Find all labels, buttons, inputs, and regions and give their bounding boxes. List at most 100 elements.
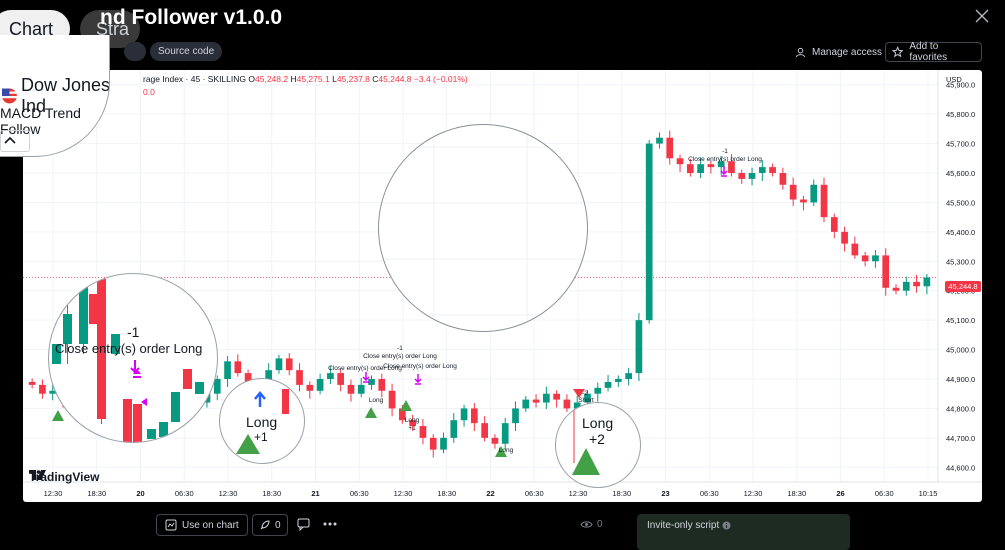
close-entry-label-mid: Close entry(s) order Long (363, 353, 437, 360)
x-tick-label: 18:30 (787, 489, 806, 498)
candle-body (604, 381, 612, 388)
info-icon[interactable] (722, 521, 731, 530)
overview-button[interactable] (124, 42, 146, 61)
magnifier-empty (378, 124, 588, 332)
comment-icon[interactable] (297, 518, 310, 531)
candle-body (337, 373, 345, 385)
candle-body (275, 358, 283, 371)
y-tick-label: 45,400.0 (946, 228, 975, 237)
x-tick-label: 22 (486, 489, 494, 498)
candle-body (758, 167, 766, 173)
invite-only-label: Invite-only script (647, 520, 720, 531)
use-on-chart-button[interactable]: Use on chart (156, 514, 248, 536)
candle-body (429, 437, 437, 450)
more-icon[interactable] (323, 521, 337, 527)
magnifier-close-entry: -1 Close entry(s) order Long (48, 273, 218, 443)
y-tick-label: 45,600.0 (946, 169, 975, 178)
candle-body (522, 399, 530, 409)
source-code-button[interactable]: Source code (150, 42, 223, 61)
low-value: 45,237.8 (336, 74, 370, 84)
candle-body (316, 379, 324, 391)
close-marker-mid2 (414, 374, 422, 385)
candle-body (460, 408, 468, 421)
invite-only-panel: Invite-only script (637, 514, 850, 550)
x-tick-label: 26 (836, 489, 844, 498)
tradingview-logo[interactable]: TradingView (29, 470, 99, 484)
magnifier-long-2: Long +2 (555, 402, 641, 488)
candle-body (306, 384, 314, 391)
candle-body (728, 161, 735, 173)
candle-body (543, 393, 550, 403)
add-to-favorites-label: Add to favorites (909, 41, 948, 63)
candle-body (39, 384, 46, 394)
candle-body (676, 158, 684, 165)
candle-body (810, 184, 818, 203)
x-tick-label: 06:30 (700, 489, 719, 498)
close-marker-mid (362, 372, 370, 383)
candle-body (440, 437, 447, 450)
magnified-long-marker-2 (572, 403, 600, 475)
candle-body (28, 381, 36, 385)
x-tick-label: 12:30 (744, 489, 763, 498)
long-label: Long (246, 414, 278, 430)
x-tick-label: 12:30 (569, 489, 588, 498)
y-tick-label: 45,700.0 (946, 140, 975, 149)
x-tick-label: 20 (136, 489, 144, 498)
candle-body (285, 358, 293, 371)
x-tick-label: 10:15 (919, 489, 938, 498)
boost-button[interactable]: 0 (252, 514, 288, 536)
x-tick-label: 21 (311, 489, 319, 498)
x-tick-label: 18:30 (612, 489, 631, 498)
close-icon[interactable] (974, 8, 990, 24)
candle-body (563, 399, 571, 409)
x-tick-label: 06:30 (175, 489, 194, 498)
candle-body (666, 137, 674, 159)
add-chart-icon (165, 519, 177, 531)
long-label-small3: Long (499, 447, 514, 454)
magnified-candles (52, 274, 204, 442)
tradingview-label: TradingView (29, 470, 100, 484)
long-qty-small2: +1 (408, 425, 416, 432)
price-chart[interactable]: 45,900.0 45,800.0 45,700.0 45,600.0 45,500.0… (23, 70, 982, 502)
long-marker-small (365, 407, 377, 418)
candle-body (512, 408, 519, 424)
y-tick-label: 45,100.0 (946, 316, 975, 325)
candle-body (357, 384, 365, 394)
close-label: C (372, 74, 379, 84)
x-tick-label: 12:30 (44, 489, 63, 498)
long-qty-2: +2 (589, 431, 605, 447)
long-marker-small2 (400, 400, 412, 411)
chevron-up-icon (4, 136, 16, 144)
y-tick-label: 45,000.0 (946, 346, 975, 355)
candle-body (419, 426, 427, 438)
close-value: 45,244.8 (378, 74, 412, 84)
candle-body (892, 287, 900, 291)
close-qty-label: -1 (127, 324, 140, 340)
change-value: −3.4 (−0.01%) (413, 74, 468, 84)
y-tick-label: 45,500.0 (946, 198, 975, 207)
x-tick-label: 23 (661, 489, 669, 498)
add-to-favorites-button[interactable]: Add to favorites (885, 41, 982, 63)
manage-access-button[interactable]: Manage access (795, 42, 882, 62)
candle-body (851, 243, 859, 256)
use-on-chart-label: Use on chart (182, 519, 239, 531)
candle-body (573, 402, 581, 409)
candle-body (532, 399, 540, 403)
collapse-legend-button[interactable] (0, 130, 30, 152)
last-price-tag: 45,244.8 (945, 281, 981, 292)
symbol-line: rage Index · 45 · SKILLING (143, 74, 246, 84)
tradingview-icon (29, 470, 46, 480)
long-marker-left (52, 410, 64, 421)
candle-body (861, 255, 869, 262)
strategy-name: MACD Trend Follow (0, 105, 81, 137)
candle-body (327, 373, 334, 379)
script-footer: Use on chart 0 0 Invite-only script (0, 506, 1005, 550)
candle-body (645, 143, 653, 321)
long-label-small2: Long (405, 417, 420, 424)
candle-body (481, 423, 488, 438)
magnifier-symbol: Dow Jones Ind MACD Trend Follow (0, 35, 110, 157)
candle-body (686, 164, 694, 173)
magnifier-long-1: Long +1 (219, 378, 305, 464)
candle-body (501, 423, 509, 444)
boost-count: 0 (275, 519, 281, 531)
